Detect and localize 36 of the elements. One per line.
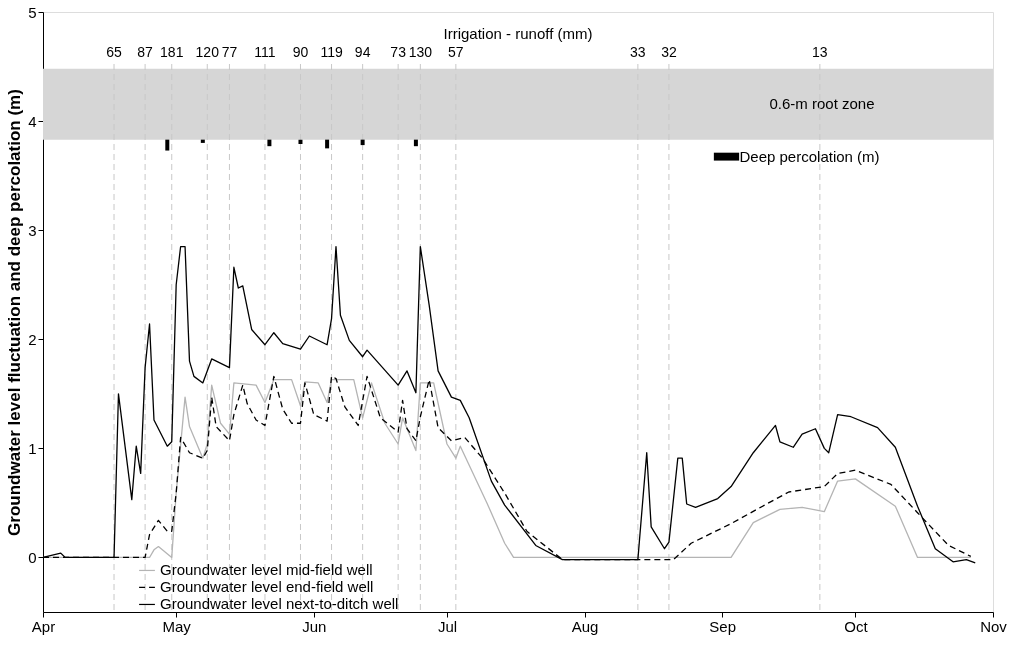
x-tick-label: Jun	[302, 617, 327, 635]
ref-line-label: 111	[254, 44, 276, 60]
x-tick-label: Apr	[31, 617, 56, 635]
x-tick-label: Oct	[844, 617, 869, 635]
x-tick-label: Nov	[980, 617, 1008, 635]
ref-line-label: 130	[408, 44, 433, 60]
x-tick-label: Sep	[709, 617, 737, 635]
ref-line-label: 13	[812, 44, 828, 60]
ref-line-label: 119	[320, 44, 343, 60]
ref-line-label: 181	[160, 44, 184, 60]
ref-line-label: 32	[661, 44, 677, 60]
y-tick-label: 1	[28, 439, 37, 457]
ref-line-label: 77	[221, 44, 238, 60]
x-tick-label: Jul	[437, 617, 458, 635]
ref-line-label: 73	[390, 44, 407, 60]
y-axis-title: Groundwater level fluctuation and deep percolation (m)	[5, 89, 25, 536]
ref-line-label: 33	[630, 44, 646, 60]
ref-line-label: 120	[195, 44, 220, 60]
ref-line-label: 87	[137, 44, 154, 60]
x-tick-label: Aug	[571, 617, 599, 635]
ref-line-label: 94	[354, 44, 371, 60]
legend-label: Deep percolation (m)	[739, 147, 880, 165]
ref-line-label: 57	[448, 44, 464, 60]
legend-label: Groundwater level end-field well	[160, 578, 374, 596]
y-tick-label: 0	[28, 548, 37, 566]
y-tick-label: 2	[28, 330, 37, 348]
x-tick-label: May	[162, 617, 192, 635]
legend-label: Groundwater level next-to-ditch well	[160, 595, 399, 613]
ref-line-label: 90	[292, 44, 309, 60]
y-tick-label: 5	[28, 3, 37, 21]
band-label: 0.6-m root zone	[769, 95, 875, 113]
ref-line-label: 65	[106, 44, 123, 60]
y-tick-label: 3	[28, 221, 37, 239]
annotation: Irrigation - runoff (mm)	[443, 25, 593, 42]
legend-label: Groundwater level mid-field well	[160, 561, 373, 579]
y-tick-label: 4	[28, 112, 37, 130]
